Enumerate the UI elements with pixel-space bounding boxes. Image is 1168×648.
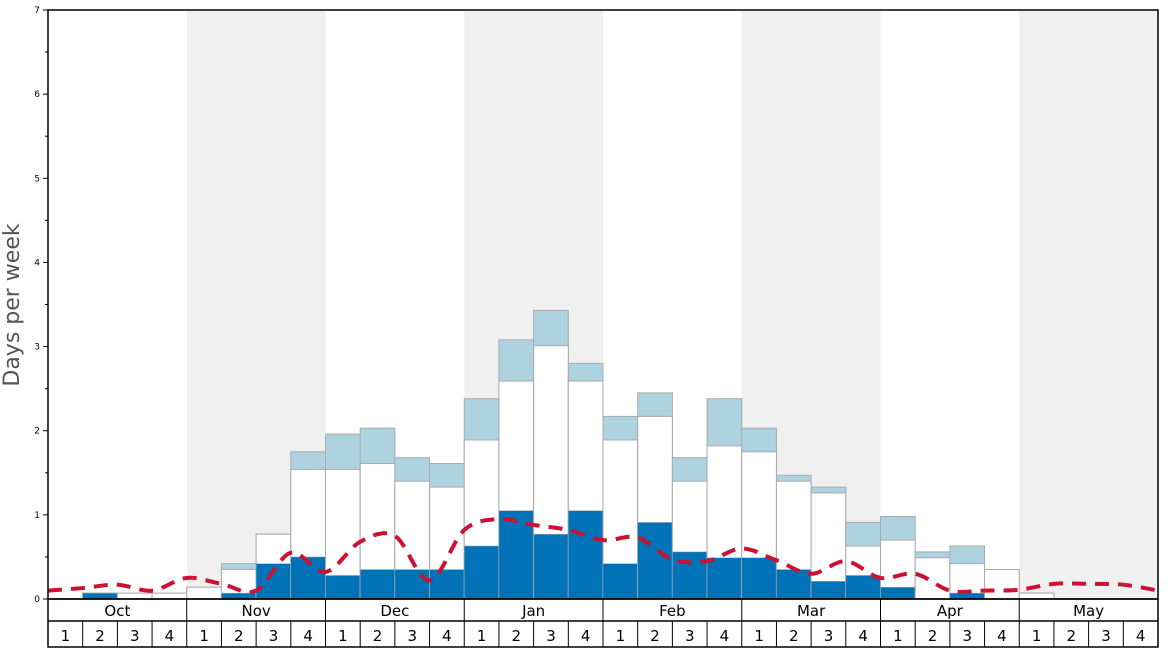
y-tick-label: 1	[34, 511, 40, 521]
week-label: 4	[442, 627, 452, 645]
bar-dark	[82, 592, 118, 600]
week-label: 4	[997, 627, 1007, 645]
bar-middle	[984, 569, 1020, 600]
axes-group: 0 1 2 3 4 5 6 7 Oct 1 2 3 4 Nov 1 2 3 4 Dec 1 2 3 4 Jan 1 2 3 4 Feb 1…	[34, 6, 1159, 648]
bar-dark	[706, 557, 742, 600]
bar-dark	[672, 551, 708, 600]
week-label: 2	[512, 627, 522, 645]
bar-dark	[464, 545, 500, 600]
y-tick-label: 7	[34, 6, 40, 16]
week-label: 4	[1136, 627, 1146, 645]
bar-middle	[186, 586, 222, 600]
week-label: 4	[581, 627, 591, 645]
week-label: 2	[1067, 627, 1077, 645]
month-label-mar: Mar	[797, 602, 826, 620]
month-label-nov: Nov	[241, 602, 270, 620]
bar-dark	[602, 563, 638, 600]
bar-dark	[741, 557, 777, 600]
week-label: 3	[962, 627, 972, 645]
week-label: 1	[477, 627, 487, 645]
week-label: 2	[789, 627, 799, 645]
week-label: 3	[824, 627, 834, 645]
week-label: 4	[303, 627, 313, 645]
y-tick-label: 0	[34, 595, 40, 605]
bar-dark	[880, 586, 916, 600]
bar-dark	[845, 575, 881, 600]
week-label: 3	[407, 627, 417, 645]
bar-dark	[568, 510, 604, 600]
week-label: 3	[269, 627, 279, 645]
week-label: 1	[616, 627, 626, 645]
bar-dark	[776, 569, 812, 600]
month-label-oct: Oct	[104, 602, 130, 620]
week-label: 4	[165, 627, 175, 645]
bar-middle	[1018, 592, 1055, 600]
y-tick-label: 3	[34, 343, 40, 353]
bar-middle	[914, 557, 951, 600]
week-label: 1	[893, 627, 903, 645]
month-label-feb: Feb	[659, 602, 686, 620]
week-label: 1	[338, 627, 348, 645]
y-tick-label: 6	[34, 90, 40, 100]
week-label: 2	[928, 627, 938, 645]
month-label-apr: Apr	[937, 602, 964, 620]
y-tick-label: 5	[34, 174, 40, 184]
week-label: 1	[199, 627, 209, 645]
week-label: 1	[754, 627, 764, 645]
month-band-may	[1019, 10, 1158, 599]
average-line	[47, 517, 1159, 595]
week-label: 2	[95, 627, 105, 645]
week-label: 1	[61, 627, 71, 645]
bar-dark	[533, 533, 569, 600]
week-label: 2	[234, 627, 244, 645]
week-label: 1	[1032, 627, 1042, 645]
bar-dark	[810, 581, 847, 600]
week-label: 4	[720, 627, 730, 645]
week-label: 3	[130, 627, 140, 645]
y-axis-label: Days per week	[0, 223, 25, 386]
week-label: 4	[858, 627, 868, 645]
month-label-jan: Jan	[521, 602, 545, 620]
average-line-group	[47, 517, 1159, 595]
bar-dark	[394, 569, 430, 600]
bar-dark	[429, 569, 465, 600]
bar-dark	[637, 522, 673, 600]
bar-dark	[325, 575, 361, 600]
week-label: 3	[1101, 627, 1111, 645]
bar-dark	[949, 592, 985, 600]
week-label: 3	[685, 627, 695, 645]
week-label: 2	[650, 627, 660, 645]
month-shading-bands	[186, 10, 1158, 599]
month-label-may: May	[1073, 602, 1104, 620]
bar-middle	[151, 592, 188, 600]
week-label: 3	[546, 627, 556, 645]
y-tick-label: 2	[34, 427, 40, 437]
month-label-dec: Dec	[380, 602, 409, 620]
bar-middle	[116, 592, 153, 600]
week-label: 2	[373, 627, 383, 645]
bar-dark	[359, 569, 396, 600]
y-tick-label: 4	[34, 258, 40, 268]
